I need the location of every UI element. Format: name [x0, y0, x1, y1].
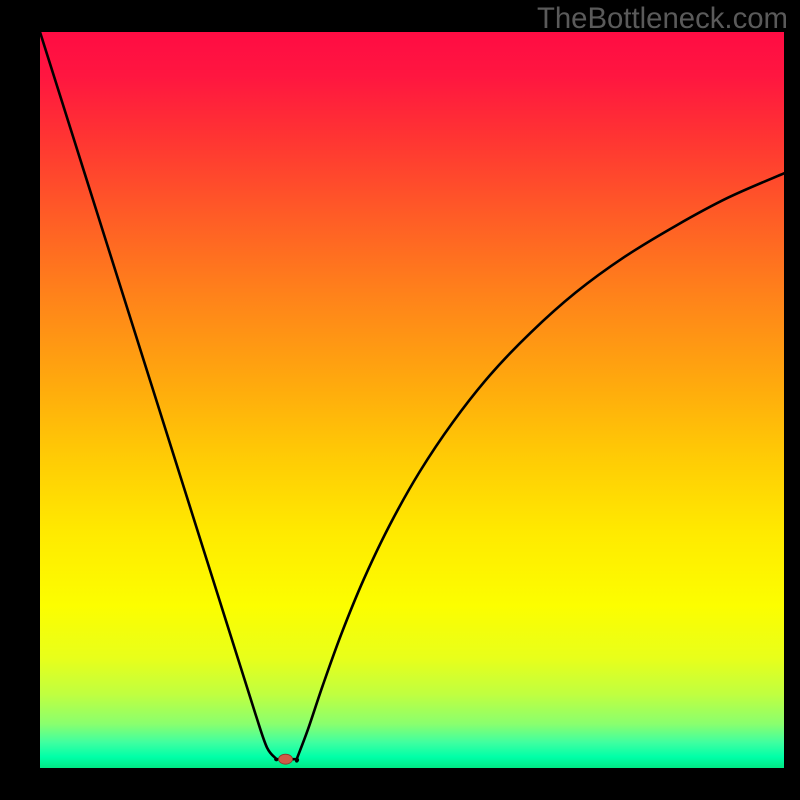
bottleneck-curve-svg: [40, 32, 784, 768]
minimum-marker: [279, 754, 293, 764]
watermark-text: TheBottleneck.com: [537, 2, 788, 36]
bottleneck-curve: [40, 32, 784, 761]
plot-area: [40, 32, 784, 768]
chart-canvas: TheBottleneck.com: [0, 0, 800, 800]
